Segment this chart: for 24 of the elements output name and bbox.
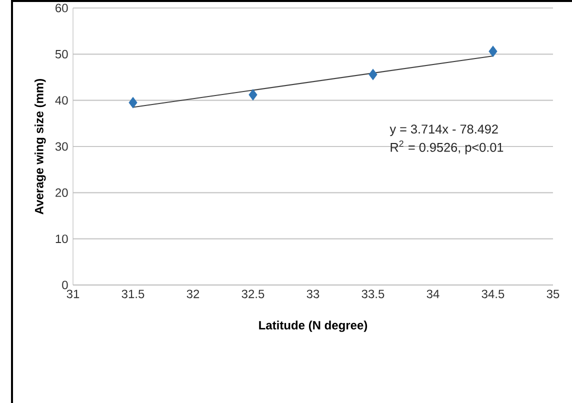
x-tick-label: 33 bbox=[306, 290, 320, 298]
point bbox=[488, 46, 498, 57]
x-tick-label: 33.5 bbox=[362, 290, 384, 298]
annotation: R$^{2}$ = 0.9526, p<0.01 bbox=[390, 140, 504, 154]
x-tick-label: 34.5 bbox=[482, 290, 504, 298]
y-tick-label: 40 bbox=[55, 96, 68, 105]
annotation: y = 3.714x - 78.492 bbox=[390, 124, 498, 136]
x-tick-label: 34 bbox=[426, 290, 440, 298]
y-tick-label: 50 bbox=[55, 50, 68, 58]
y-tick-label: 10 bbox=[56, 234, 68, 244]
point bbox=[248, 89, 258, 100]
x-tick-label: 31 bbox=[66, 290, 80, 298]
x-tick-label: 31.5 bbox=[122, 290, 144, 298]
x-tick-label: 32 bbox=[186, 290, 200, 298]
y-tick-label: 0 bbox=[62, 280, 68, 290]
x-axis-title: Latitude (N degree) bbox=[259, 320, 368, 332]
y-tick-label: 20 bbox=[56, 188, 68, 197]
point bbox=[368, 68, 378, 80]
point bbox=[128, 97, 138, 108]
y-tick-label: 30 bbox=[55, 142, 68, 151]
y-axis-title: Average wing size (mm) bbox=[34, 78, 46, 214]
y-tick-label: 60 bbox=[56, 4, 68, 12]
x-tick-label: 32.5 bbox=[242, 290, 264, 298]
x-tick-label: 35 bbox=[546, 290, 560, 298]
